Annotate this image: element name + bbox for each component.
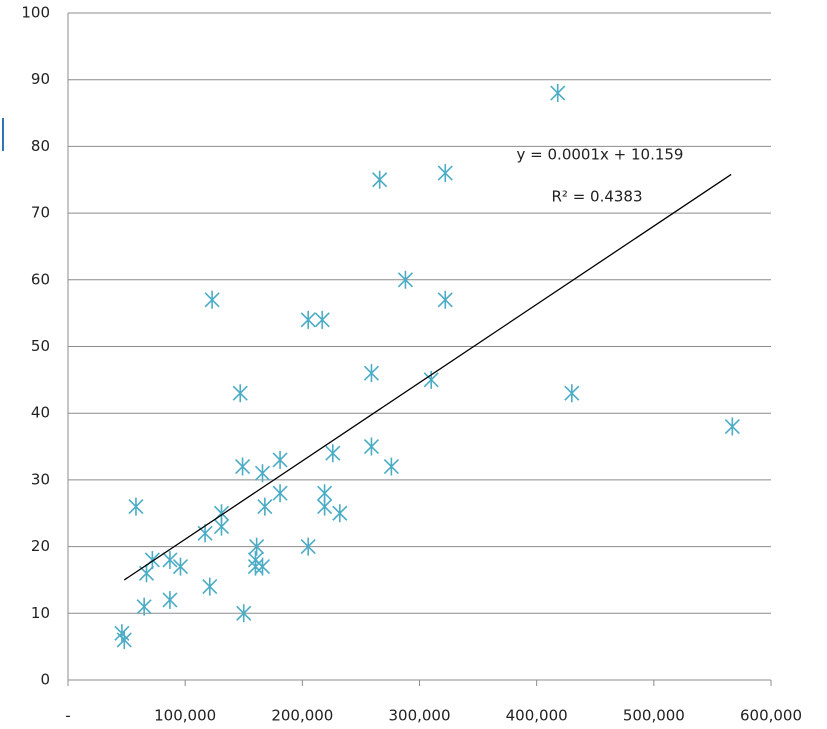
marker <box>423 370 439 389</box>
marker <box>314 310 330 329</box>
x-tick-label: 200,000 <box>271 707 333 725</box>
marker <box>254 464 271 483</box>
marker <box>236 604 252 623</box>
y-tick-label: 90 <box>31 70 50 88</box>
x-tick-label: 500,000 <box>623 707 685 725</box>
marker <box>272 450 288 469</box>
marker <box>162 590 178 609</box>
x-tick-label: 300,000 <box>388 707 450 725</box>
marker <box>325 444 341 463</box>
y-tick-label: 60 <box>31 270 50 288</box>
y-tick-label: 30 <box>31 470 50 488</box>
y-tick-label: 50 <box>31 337 50 355</box>
y-tick-label: 10 <box>31 604 50 622</box>
marker <box>197 524 213 543</box>
x-tick-label: 100,000 <box>154 707 216 725</box>
y-tick-label: 20 <box>31 537 50 555</box>
marker <box>254 557 271 576</box>
marker <box>136 597 152 616</box>
cursor-mark <box>2 118 4 151</box>
marker <box>257 497 273 516</box>
marker <box>383 457 399 476</box>
marker <box>202 577 218 596</box>
marker <box>300 537 316 556</box>
x-tick-label: 600,000 <box>740 707 802 725</box>
marker <box>232 384 248 403</box>
marker <box>437 164 453 183</box>
y-tick-label: 0 <box>40 671 50 689</box>
marker <box>332 504 348 523</box>
y-tick-label: 40 <box>31 404 50 422</box>
plot: 0 10 20 30 40 50 60 70 80 90 100 - 100,000 200,000 300… <box>21 4 802 725</box>
marker <box>317 497 333 516</box>
marker <box>138 564 155 583</box>
y-tick-label: 70 <box>31 204 50 222</box>
marker <box>272 484 288 503</box>
marker <box>437 290 453 309</box>
y-tick-label: 100 <box>21 4 50 22</box>
marker <box>397 270 414 289</box>
marker <box>116 630 132 649</box>
marker <box>550 84 566 103</box>
trendline-equation: y = 0.0001x + 10.159 <box>517 146 684 164</box>
trendline <box>123 173 732 581</box>
marker <box>235 457 251 476</box>
y-tick-label: 80 <box>31 137 50 155</box>
marker <box>372 170 388 189</box>
marker <box>204 290 220 309</box>
marker <box>128 497 144 516</box>
marker <box>363 437 380 456</box>
marker <box>564 384 580 403</box>
marker <box>249 537 265 556</box>
marker <box>213 517 230 536</box>
marker <box>300 310 316 329</box>
marker <box>144 550 160 569</box>
marker <box>172 557 189 576</box>
x-tick-label: - <box>65 707 70 725</box>
marker <box>724 417 740 436</box>
x-tick-label: 400,000 <box>506 707 568 725</box>
r-squared: R² = 0.4383 <box>551 188 642 206</box>
marker <box>363 364 380 383</box>
marker <box>162 550 178 569</box>
